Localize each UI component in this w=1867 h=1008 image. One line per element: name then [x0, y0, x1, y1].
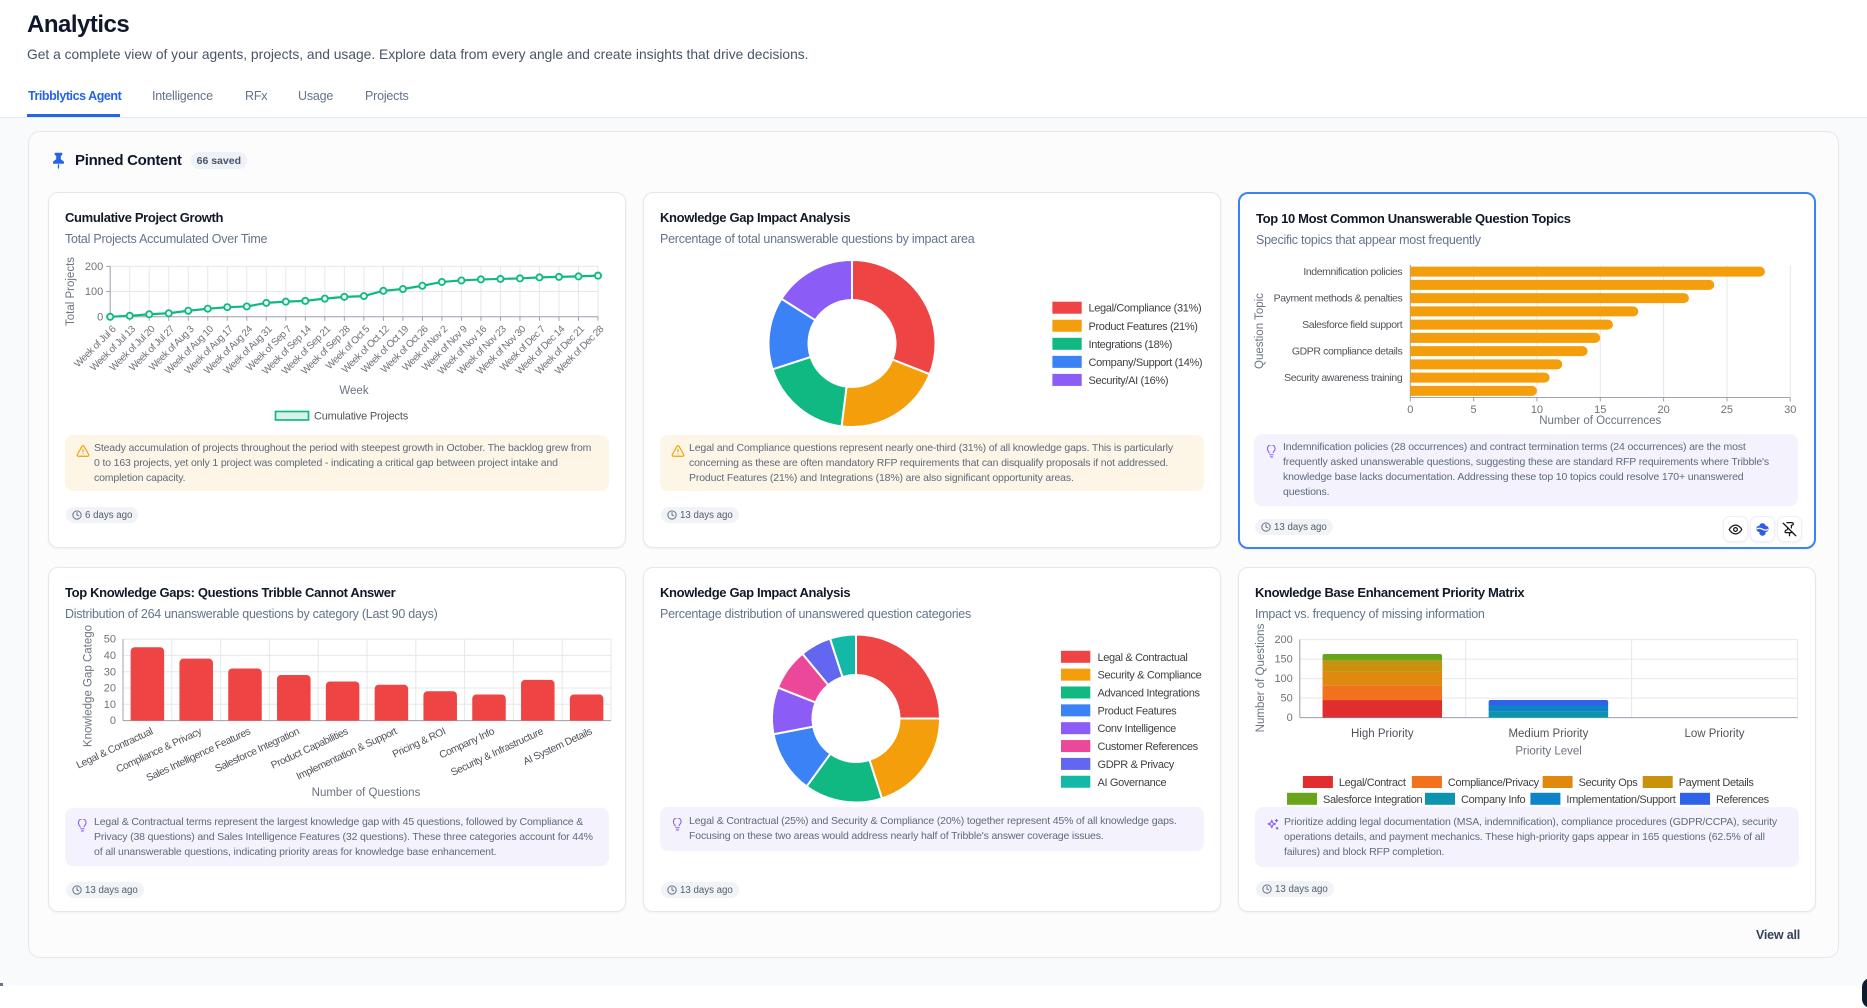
- svg-text:0: 0: [97, 311, 103, 323]
- svg-text:100: 100: [85, 286, 103, 298]
- svg-text:GDPR & Privacy: GDPR & Privacy: [1098, 759, 1175, 771]
- svg-text:40: 40: [104, 650, 116, 662]
- svg-text:Security Ops: Security Ops: [1579, 777, 1639, 789]
- svg-text:5: 5: [1471, 404, 1477, 416]
- svg-text:Cumulative Projects: Cumulative Projects: [314, 411, 409, 423]
- svg-text:Product Features (21%): Product Features (21%): [1089, 321, 1198, 333]
- svg-text:50: 50: [1281, 693, 1293, 705]
- svg-text:References: References: [1716, 794, 1770, 806]
- svg-text:Week: Week: [339, 385, 368, 397]
- svg-text:0: 0: [1407, 404, 1413, 416]
- svg-text:Security/AI (16%): Security/AI (16%): [1089, 375, 1169, 387]
- svg-text:30: 30: [1784, 404, 1796, 416]
- svg-text:AI Governance: AI Governance: [1098, 777, 1167, 789]
- svg-text:Number of Occurrences: Number of Occurrences: [1539, 415, 1661, 427]
- svg-text:GDPR compliance details: GDPR compliance details: [1292, 346, 1403, 358]
- svg-text:Salesforce Integration: Salesforce Integration: [214, 726, 302, 775]
- svg-text:Indemnification policies: Indemnification policies: [1303, 266, 1402, 278]
- svg-text:Payment methods & penalties: Payment methods & penalties: [1274, 293, 1403, 305]
- svg-text:0: 0: [1287, 712, 1293, 724]
- svg-text:Priority Level: Priority Level: [1515, 746, 1581, 758]
- svg-text:Security awareness training: Security awareness training: [1284, 372, 1403, 384]
- svg-text:Salesforce field support: Salesforce field support: [1302, 319, 1403, 331]
- svg-text:20: 20: [104, 683, 116, 695]
- svg-text:High Priority: High Priority: [1351, 728, 1414, 740]
- svg-text:Total Projects: Total Projects: [65, 257, 77, 326]
- svg-text:Legal/Contract: Legal/Contract: [1339, 777, 1406, 789]
- svg-text:Knowledge Gap Catego: Knowledge Gap Catego: [83, 625, 95, 747]
- svg-text:25: 25: [1721, 404, 1733, 416]
- svg-text:10: 10: [104, 699, 116, 711]
- svg-text:15: 15: [1594, 404, 1606, 416]
- svg-text:Product Features: Product Features: [1098, 705, 1178, 717]
- svg-text:Company/Support (14%): Company/Support (14%): [1089, 357, 1203, 369]
- svg-text:50: 50: [104, 634, 116, 646]
- svg-text:150: 150: [1274, 654, 1292, 666]
- svg-text:Conv Intelligence: Conv Intelligence: [1098, 723, 1177, 735]
- svg-text:200: 200: [85, 261, 103, 273]
- svg-text:0: 0: [110, 715, 116, 727]
- svg-text:200: 200: [1274, 634, 1292, 646]
- svg-text:Company Info: Company Info: [1461, 794, 1526, 806]
- svg-text:Implementation/Support: Implementation/Support: [1566, 794, 1675, 806]
- svg-text:Legal/Compliance (31%): Legal/Compliance (31%): [1089, 303, 1202, 315]
- svg-text:Advanced Integrations: Advanced Integrations: [1098, 688, 1201, 700]
- svg-text:Question Topic: Question Topic: [1254, 293, 1266, 369]
- svg-text:Number of Questions: Number of Questions: [1255, 623, 1267, 732]
- svg-text:Customer References: Customer References: [1098, 741, 1199, 753]
- svg-text:10: 10: [1531, 404, 1543, 416]
- svg-text:100: 100: [1274, 673, 1292, 685]
- svg-text:Number of Questions: Number of Questions: [312, 787, 421, 799]
- svg-text:Integrations (18%): Integrations (18%): [1089, 339, 1173, 351]
- svg-text:30: 30: [104, 666, 116, 678]
- svg-text:Security & Compliance: Security & Compliance: [1098, 670, 1202, 682]
- svg-text:Legal & Contractual: Legal & Contractual: [1098, 652, 1188, 664]
- svg-text:20: 20: [1657, 404, 1669, 416]
- svg-text:Salesforce Integration: Salesforce Integration: [1323, 794, 1423, 806]
- svg-text:Compliance/Privacy: Compliance/Privacy: [1448, 777, 1540, 789]
- svg-text:Low Priority: Low Priority: [1684, 728, 1744, 740]
- svg-text:Medium Priority: Medium Priority: [1508, 728, 1588, 740]
- svg-text:Payment Details: Payment Details: [1679, 777, 1755, 789]
